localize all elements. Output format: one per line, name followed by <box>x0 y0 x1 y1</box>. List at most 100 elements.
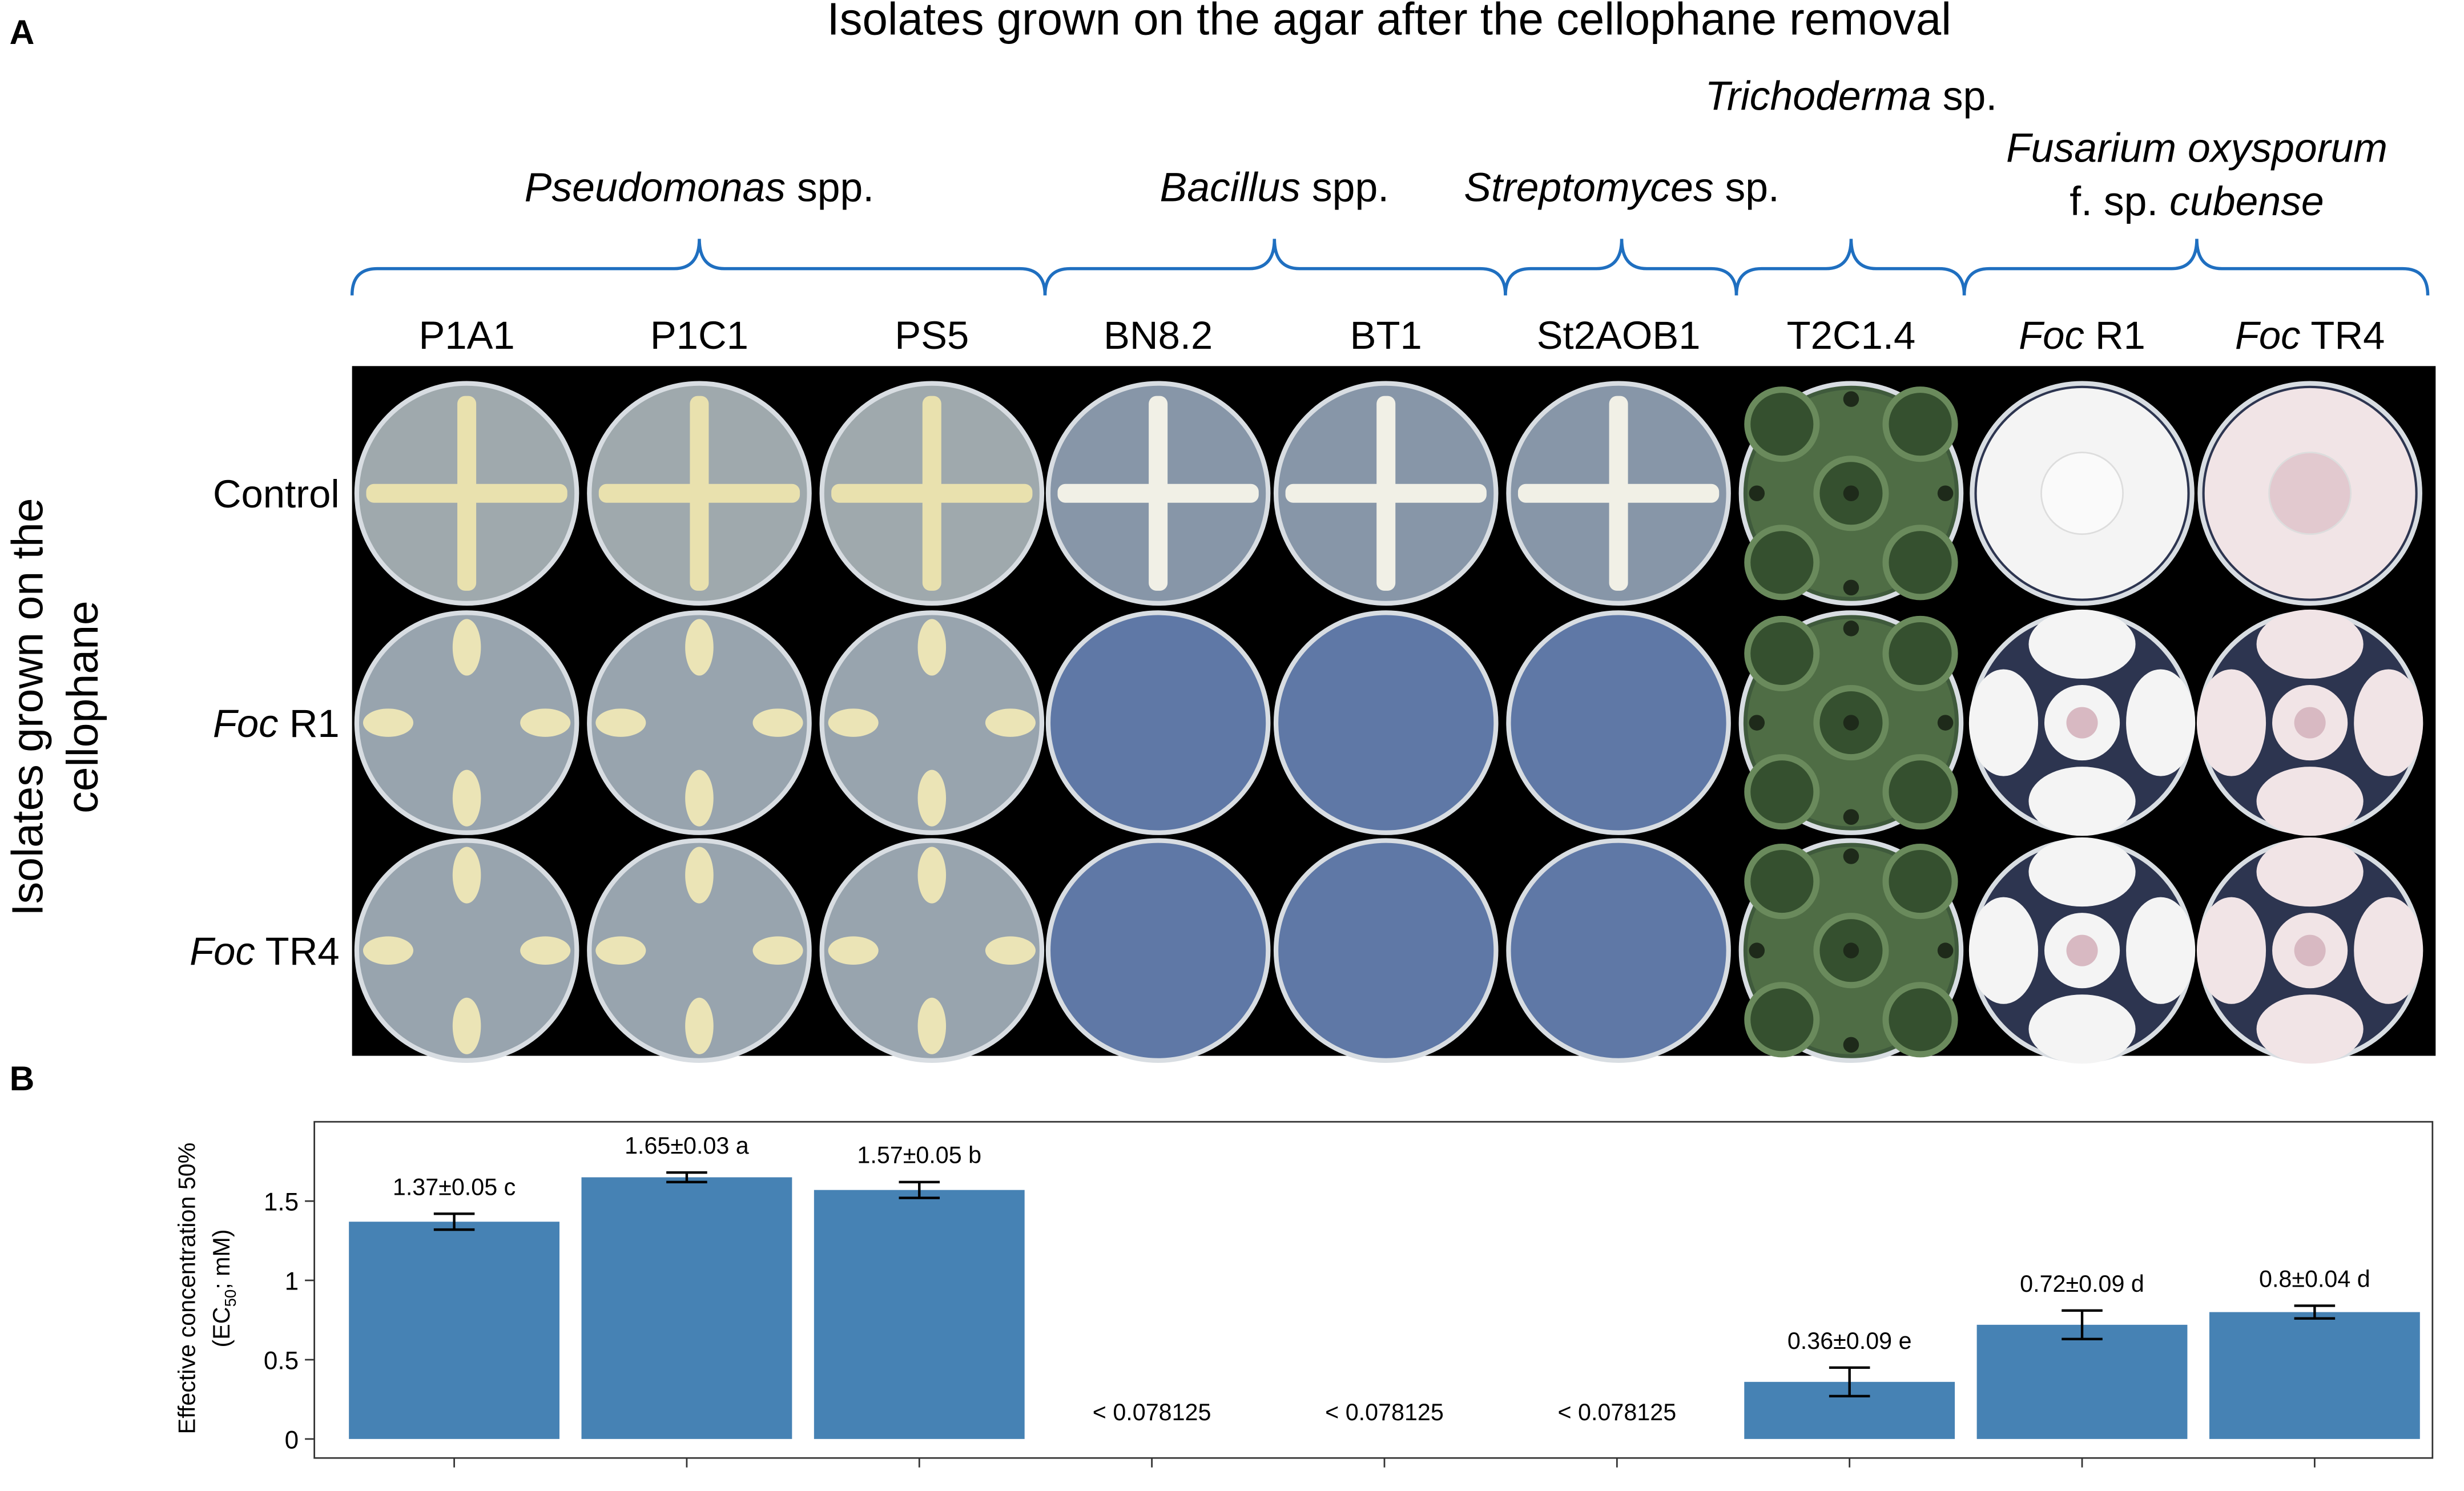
plug <box>1843 579 1859 596</box>
plate-dish <box>1045 838 1271 1063</box>
bar-chart: 0 0.5 1 1.5 1.37±0.05 c 1.65±0.03 a 1.57±0.05 … <box>264 1121 2434 1468</box>
colony <box>2028 767 2136 836</box>
colony <box>685 619 714 676</box>
y-axis-label-line: Effective concentration 50% <box>174 1143 200 1434</box>
y-label-part: 50 <box>222 1289 239 1307</box>
colony <box>452 997 481 1054</box>
colony <box>2196 669 2266 776</box>
mycelium-ring <box>1882 754 1958 830</box>
plug <box>1843 485 1859 502</box>
plate <box>819 381 1045 606</box>
colony <box>452 619 481 676</box>
column-label-part: P1A1 <box>418 313 514 357</box>
colony <box>917 619 947 676</box>
mycelium-ring <box>1744 844 1820 920</box>
row-label-part: TR4 <box>255 929 340 973</box>
colony <box>2196 897 2266 1004</box>
group-label-part: Bacillus <box>1159 164 1301 210</box>
plug <box>1749 485 1765 502</box>
colony <box>452 847 481 904</box>
row-label: Control <box>213 472 340 516</box>
colony <box>520 708 571 737</box>
plate-dish <box>1506 610 1731 835</box>
group-label-part: spp. <box>786 164 874 210</box>
plate <box>1738 610 1964 835</box>
plate <box>587 838 812 1063</box>
column-label: BT1 <box>1350 313 1422 357</box>
streak <box>1517 483 1720 503</box>
mycelium-ring <box>1744 982 1820 1058</box>
plate <box>2197 381 2422 606</box>
mycelium-ring <box>1744 754 1820 830</box>
colony <box>595 936 646 965</box>
bar <box>581 1177 792 1439</box>
plug <box>1843 809 1859 825</box>
streak <box>598 483 800 503</box>
plate <box>2196 609 2423 836</box>
plate <box>1738 838 1964 1063</box>
colony-center <box>2294 707 2326 739</box>
plug <box>1749 942 1765 958</box>
colony <box>917 997 947 1054</box>
column-label: P1A1 <box>418 313 514 357</box>
plate-dish <box>1045 610 1271 835</box>
streak <box>831 483 1033 503</box>
value-label: < 0.078125 <box>1557 1399 1676 1425</box>
column-label-part: P1C1 <box>650 313 748 357</box>
value-label: 0.8±0.04 d <box>2259 1266 2370 1292</box>
plug <box>1843 848 1859 864</box>
plate-dish <box>354 838 579 1063</box>
colony <box>1968 897 2038 1004</box>
value-label: < 0.078125 <box>1325 1399 1444 1425</box>
row-label-part: R1 <box>279 702 340 746</box>
group-label-part: sp. <box>1931 74 1997 119</box>
y-axis-label-line: (EC50; mM) <box>208 1229 239 1347</box>
plate <box>1273 838 1499 1063</box>
plate <box>1738 381 1964 606</box>
plate <box>587 381 812 606</box>
mycelium-center <box>2268 452 2352 535</box>
column-label-part: BN8.2 <box>1104 313 1213 357</box>
plate <box>1506 610 1731 835</box>
colony <box>685 847 714 904</box>
group-label-part: Fusarium oxysporum <box>2006 125 2387 171</box>
bar <box>2209 1312 2420 1439</box>
colony <box>595 708 646 737</box>
bar <box>349 1222 559 1439</box>
panel-letter: A <box>10 13 35 51</box>
colony <box>2028 994 2136 1064</box>
y-tick-label: 1 <box>285 1268 299 1296</box>
column-label: BN8.2 <box>1104 313 1213 357</box>
plate <box>1970 381 2195 606</box>
column-label-part: Foc <box>2235 313 2301 357</box>
plug <box>1843 620 1859 636</box>
plate <box>1968 609 2196 836</box>
plate <box>1045 610 1271 835</box>
column-label-part: TR4 <box>2301 313 2385 357</box>
plot-frame <box>313 1121 2434 1459</box>
y-label-part: ; mM) <box>208 1229 235 1289</box>
colony <box>685 769 714 827</box>
plate <box>1273 610 1499 835</box>
group-label-part: Trichoderma <box>1705 74 1931 119</box>
streak <box>366 483 567 503</box>
colony <box>2256 994 2364 1064</box>
colony <box>1968 669 2038 776</box>
colony <box>917 769 947 827</box>
brace <box>1504 239 1738 296</box>
side-label: Isolates grown on the cellophane <box>3 498 107 916</box>
plate <box>1506 838 1731 1063</box>
plate <box>819 838 1045 1063</box>
plug <box>1843 1037 1859 1053</box>
side-label-line: cellophane <box>58 601 107 813</box>
colony <box>685 997 714 1054</box>
colony-center <box>2066 707 2098 739</box>
colony <box>2028 837 2136 907</box>
braces <box>350 239 2430 296</box>
colony-center <box>2294 934 2326 966</box>
colony <box>985 708 1036 737</box>
colony <box>828 936 879 965</box>
plug <box>1843 942 1859 958</box>
row-label: Foc TR4 <box>190 929 340 973</box>
